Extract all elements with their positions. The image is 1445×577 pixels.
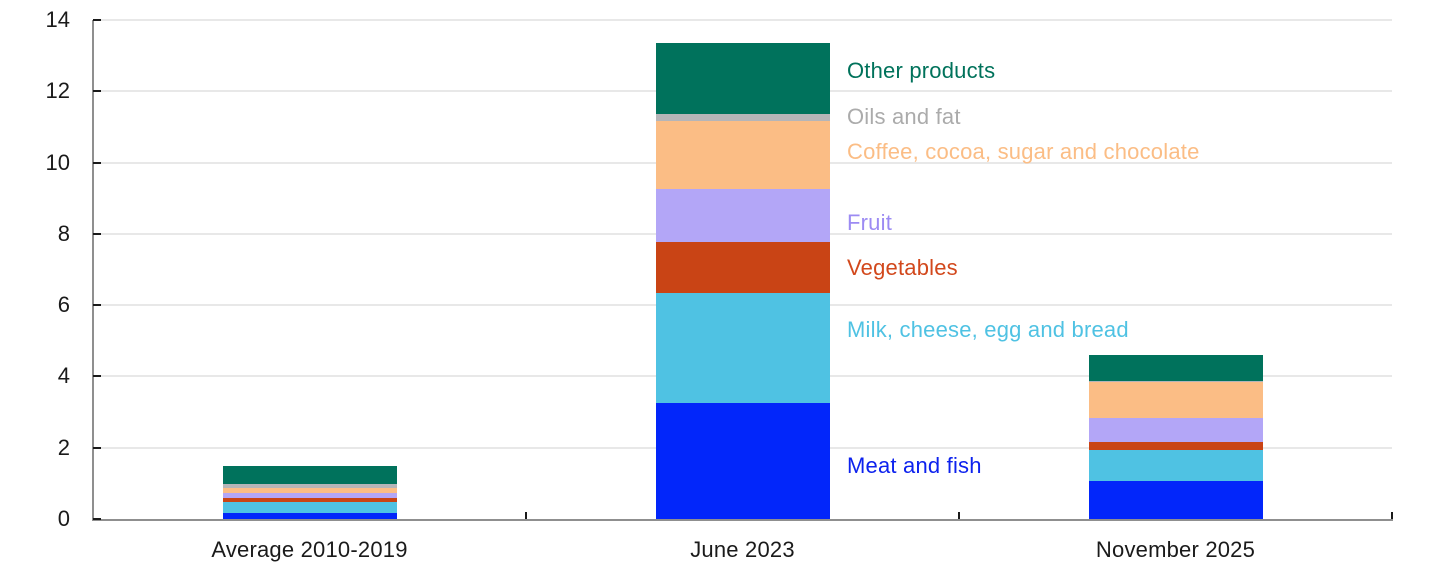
bar-segment-other-products: [222, 466, 397, 485]
bar-segment-vegetables: [1088, 442, 1263, 451]
y-tick-mark: [93, 375, 101, 378]
bar-segment-fruit: [222, 492, 397, 498]
bar-segment-milk-cheese-egg-and-bread: [222, 501, 397, 513]
bar-segment-other-products: [655, 42, 830, 115]
x-axis-category-label: June 2023: [690, 537, 795, 562]
x-axis-category-label: November 2025: [1095, 537, 1256, 562]
bar-segment-meat-and-fish: [655, 403, 830, 519]
bar-segment-meat-and-fish: [222, 512, 397, 519]
y-tick-mark: [93, 90, 101, 93]
y-axis-tick-label: 12: [45, 78, 70, 104]
y-axis-tick-label: 4: [57, 363, 70, 389]
bar-segment-oils-and-fat: [222, 484, 397, 488]
x-tick-mark: [958, 512, 960, 519]
bar-segment-coffee-cocoa-sugar-and-chocolate: [222, 487, 397, 493]
x-tick-mark: [525, 512, 527, 519]
y-tick-mark: [93, 232, 101, 235]
bar-segment-vegetables: [655, 242, 830, 294]
bar-segment-coffee-cocoa-sugar-and-chocolate: [1088, 382, 1263, 418]
series-label-milk-cheese-egg-and-bread: Milk, cheese, egg and bread: [847, 316, 1129, 342]
bar-segment-vegetables: [222, 497, 397, 502]
y-axis-tick-label: 8: [57, 220, 70, 246]
y-tick-mark: [93, 304, 101, 307]
y-axis-tick-label: 14: [45, 7, 70, 32]
y-tick-mark: [93, 19, 101, 21]
bar-segment-milk-cheese-egg-and-bread: [655, 293, 830, 404]
bar-segment-coffee-cocoa-sugar-and-chocolate: [655, 121, 830, 189]
y-tick-mark: [93, 161, 101, 164]
x-axis-line: [92, 519, 1393, 521]
series-label-coffee-cocoa-sugar-and-chocolate: Coffee, cocoa, sugar and chocolate: [847, 138, 1200, 164]
bar-segment-oils-and-fat: [655, 114, 830, 122]
bar-segment-meat-and-fish: [1088, 480, 1263, 519]
y-axis-tick-label: 0: [57, 506, 70, 531]
series-label-meat-and-fish: Meat and fish: [847, 452, 982, 478]
y-axis-line: [92, 20, 94, 521]
y-axis-tick-label: 10: [45, 149, 70, 175]
gridline: [93, 19, 1392, 21]
series-label-fruit: Fruit: [847, 209, 892, 235]
x-axis-category-label: Average 2010-2019: [211, 537, 408, 562]
y-tick-mark: [93, 518, 101, 520]
series-label-oils-and-fat: Oils and fat: [847, 103, 961, 129]
bar-segment-fruit: [655, 188, 830, 243]
series-label-vegetables: Vegetables: [847, 254, 958, 280]
series-label-other-products: Other products: [847, 58, 996, 84]
bar-segment-other-products: [1088, 355, 1263, 381]
x-tick-mark: [1391, 512, 1393, 519]
y-axis-tick-label: 6: [57, 292, 70, 318]
y-tick-mark: [93, 446, 101, 449]
bar-segment-milk-cheese-egg-and-bread: [1088, 450, 1263, 481]
bar-segment-oils-and-fat: [1088, 380, 1263, 383]
bar-segment-fruit: [1088, 417, 1263, 442]
y-axis-tick-label: 2: [57, 434, 70, 460]
